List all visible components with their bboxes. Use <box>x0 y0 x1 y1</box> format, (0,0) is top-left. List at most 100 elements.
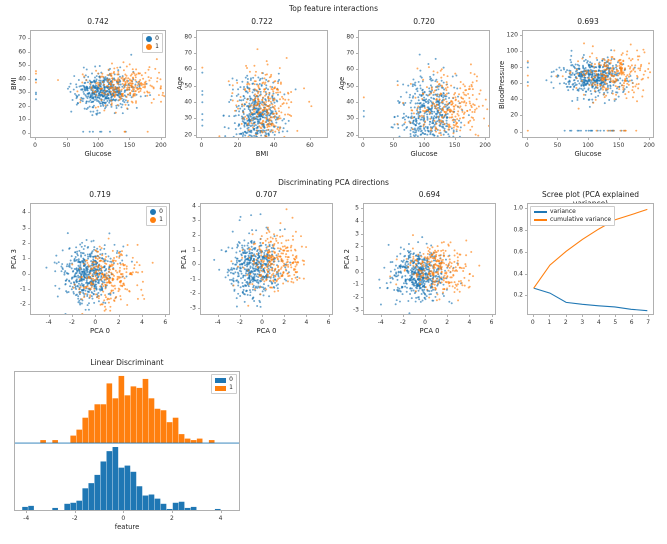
legend-scree-plot[interactable]: variance cumulative variance <box>530 206 616 226</box>
x-tickmark <box>237 138 239 141</box>
panel-scree-plot: Scree plot (PCA explained variance)01234… <box>497 190 667 342</box>
x-tickmark <box>565 315 567 318</box>
y-tick-label: -2 <box>190 289 196 297</box>
x-tick-label: 0 <box>121 514 126 522</box>
x-tickmark <box>549 315 551 318</box>
x-tickmark <box>72 315 73 318</box>
y-tickmark <box>27 258 30 260</box>
x-tickmark <box>220 511 222 514</box>
x-tickmark <box>454 138 456 141</box>
y-axis-label-pca0-vs-pca2: PCA 2 <box>343 248 351 269</box>
chart-title-pca0-vs-pca2: 0.694 <box>418 190 441 199</box>
y-tickmark <box>519 115 522 117</box>
panel-pca0-vs-pca1: 0.707 -4 -2 0 2 4 6 -3 -2 -1 0 1 2 3 4 PCA 0 PCA 1 <box>170 190 363 342</box>
y-tick-label: 20 <box>18 102 26 110</box>
y-tickmark <box>27 304 30 306</box>
y-tickmark <box>519 131 522 133</box>
x-tick-label: 2 <box>170 514 174 522</box>
x-tick-label: -2 <box>236 318 243 326</box>
y-tick-label: -2 <box>353 293 359 301</box>
y-tick-label: 80 <box>510 63 518 71</box>
y-tick-label: 70 <box>18 34 26 42</box>
x-tickmark <box>129 138 131 141</box>
x-axis-label-linear-discriminant-histogram: feature <box>114 523 140 531</box>
y-tickmark <box>360 246 363 248</box>
x-tickmark <box>160 138 162 141</box>
y-tickmark <box>27 273 30 275</box>
chart-title-pca0-vs-pca1: 0.707 <box>255 190 278 199</box>
x-tickmark <box>284 315 286 318</box>
y-tick-label: 40 <box>18 75 26 83</box>
x-tick-label: 150 <box>123 141 136 149</box>
y-tick-label: 0 <box>192 260 196 268</box>
x-tick-label: 0 <box>260 318 264 326</box>
y-tickmark <box>524 251 527 253</box>
x-tickmark <box>588 138 589 141</box>
x-tick-label: 50 <box>553 141 562 149</box>
x-tick-label: 0 <box>93 318 98 326</box>
x-tick-label: 60 <box>306 141 314 149</box>
y-tick-label: 0 <box>22 129 26 137</box>
chart-title-pca0-vs-pca3: 0.719 <box>89 190 111 199</box>
panel-glucose-vs-age: 0.720 0 50 100 150 200 20 30 40 50 60 70 80 Glucose Ag… <box>328 17 520 165</box>
x-tick-label: 0 <box>33 141 37 149</box>
panel-glucose-vs-bmi: 0.742 0 50 100 150 200 0 10 20 30 40 50 60 70 Glucose B… <box>0 17 196 165</box>
x-tickmark <box>648 315 650 318</box>
y-tickmark <box>193 118 196 120</box>
plot-area-bmi-vs-age <box>196 30 328 138</box>
y-tick-label: 30 <box>346 114 354 122</box>
x-tickmark <box>171 511 173 514</box>
y-tickmark <box>197 264 200 265</box>
y-tickmark <box>355 118 358 120</box>
x-tickmark <box>447 315 449 318</box>
x-tick-label: 7 <box>646 318 651 326</box>
x-tick-label: -2 <box>69 318 75 326</box>
y-tick-label: 20 <box>184 131 192 139</box>
x-tick-label: 0 <box>199 141 204 149</box>
y-tick-label: -1 <box>353 280 359 288</box>
x-tick-label: -4 <box>377 318 384 326</box>
x-tickmark <box>491 315 493 318</box>
y-tick-label: 0.4 <box>513 270 523 278</box>
y-tick-label: 1 <box>355 255 359 263</box>
y-tickmark <box>197 293 200 294</box>
y-tickmark <box>27 119 30 120</box>
x-tickmark <box>532 315 534 318</box>
panel-linear-discriminant-histogram: Linear Discriminant -4 -2 0 2 4 feature 0 1 <box>0 358 270 538</box>
plot-area-glucose-vs-age <box>358 30 490 138</box>
x-tickmark <box>328 315 330 318</box>
chart-title-glucose-vs-bmi: 0.742 <box>87 17 109 26</box>
x-axis-label-pca0-vs-pca1: PCA 0 <box>256 327 277 335</box>
y-tick-label: 3 <box>192 216 196 224</box>
plot-area-pca0-vs-pca1 <box>200 203 333 315</box>
suptitle-discriminating-pca-directions: Discriminating PCA directions <box>278 178 389 187</box>
x-tick-label: 4 <box>304 318 309 326</box>
y-tick-label: 60 <box>510 79 518 87</box>
y-tick-label: 2 <box>22 239 26 247</box>
x-tickmark <box>309 138 311 141</box>
plot-area-pca0-vs-pca2 <box>363 203 496 315</box>
x-tickmark <box>469 315 471 318</box>
y-axis-label-bmi-vs-age: Age <box>176 76 184 90</box>
y-tickmark <box>524 273 527 275</box>
y-tick-label: 50 <box>18 61 26 69</box>
y-tick-label: 0.2 <box>513 291 523 299</box>
y-tickmark <box>360 208 363 209</box>
y-tick-label: 1.0 <box>513 204 523 212</box>
y-tickmark <box>197 235 200 236</box>
x-tickmark <box>26 511 27 514</box>
y-tickmark <box>27 212 30 213</box>
y-tickmark <box>193 134 196 136</box>
y-tickmark <box>355 134 358 136</box>
legend-entry: variance <box>534 209 611 215</box>
y-tick-label: 0 <box>355 268 359 276</box>
x-tickmark <box>485 138 486 141</box>
panel-bmi-vs-age: 0.722 0 20 40 60 20 30 40 50 60 70 80 BMI Age <box>166 17 358 165</box>
x-tickmark <box>95 315 97 318</box>
x-tickmark <box>201 138 203 141</box>
x-tick-label: 2 <box>116 318 121 326</box>
